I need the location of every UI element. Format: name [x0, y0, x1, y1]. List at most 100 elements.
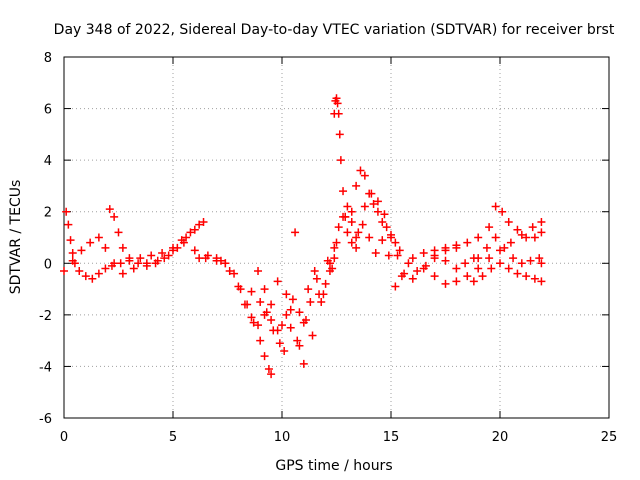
y-tick-label: 8: [44, 51, 52, 66]
data-point: [371, 248, 380, 257]
data-point: [286, 323, 295, 332]
data-point: [430, 272, 439, 281]
data-series: [60, 94, 546, 379]
x-tick-labels: 0 5 10 15 20 25: [60, 430, 617, 445]
data-point: [321, 279, 330, 288]
data-point: [203, 251, 212, 260]
data-point: [352, 233, 361, 242]
series-track-11: [352, 220, 478, 291]
data-point: [537, 259, 546, 268]
data-point: [461, 259, 470, 268]
data-point: [254, 267, 263, 276]
data-point: [68, 256, 77, 265]
data-point: [506, 238, 515, 247]
data-point: [315, 290, 324, 299]
y-tick-labels: -6 -4 -2 0 2 4 6 8: [39, 51, 52, 427]
data-point: [94, 269, 103, 278]
data-point: [142, 261, 151, 270]
data-point: [164, 251, 173, 260]
data-point: [352, 181, 361, 190]
series-track-13: [430, 218, 546, 288]
data-point: [306, 297, 315, 306]
axis-ticks: [63, 56, 610, 419]
data-point: [343, 202, 352, 211]
data-point: [114, 228, 123, 237]
data-point: [173, 243, 182, 252]
data-point: [517, 259, 526, 268]
series-track-5: [216, 254, 339, 368]
data-point: [234, 282, 243, 291]
data-point: [373, 207, 382, 216]
data-point: [190, 225, 199, 234]
data-point: [537, 228, 546, 237]
data-point: [105, 205, 114, 214]
data-point: [88, 274, 97, 283]
x-tick-label: 25: [601, 430, 618, 445]
data-point: [332, 238, 341, 247]
data-point: [347, 218, 356, 227]
data-point: [341, 212, 350, 221]
series-track-9: [325, 166, 404, 268]
data-point: [537, 218, 546, 227]
data-point: [177, 236, 186, 245]
data-point: [421, 261, 430, 270]
data-point: [517, 230, 526, 239]
data-point: [378, 236, 387, 245]
data-point: [441, 279, 450, 288]
x-axis-label: GPS time / hours: [275, 458, 392, 474]
data-point: [278, 321, 286, 330]
data-point: [267, 300, 276, 309]
data-point: [513, 269, 522, 278]
data-point: [221, 259, 230, 268]
data-point: [249, 318, 258, 327]
data-point: [81, 272, 90, 281]
data-point: [267, 316, 276, 325]
data-point: [282, 310, 291, 319]
data-point: [110, 212, 119, 221]
series-track-15: [474, 233, 546, 268]
data-point: [254, 321, 263, 330]
data-point: [498, 207, 507, 216]
data-point: [397, 272, 406, 281]
data-point: [262, 308, 271, 317]
data-point: [491, 202, 500, 211]
data-point: [291, 228, 300, 237]
data-point: [256, 336, 265, 345]
data-point: [335, 130, 344, 139]
data-point: [240, 300, 249, 309]
data-point: [101, 243, 110, 252]
data-point: [496, 246, 504, 255]
data-point: [530, 274, 539, 283]
data-point: [330, 243, 339, 252]
y-axis-label: SDTVAR / TECUs: [8, 180, 24, 295]
data-point: [199, 218, 208, 227]
data-point: [75, 267, 84, 276]
data-point: [118, 243, 127, 252]
data-point: [522, 233, 531, 242]
data-point: [225, 267, 234, 276]
data-point: [308, 331, 317, 340]
data-point: [528, 223, 537, 232]
data-point: [310, 267, 319, 276]
data-point: [413, 267, 422, 276]
data-point: [347, 207, 356, 216]
data-point: [151, 259, 160, 268]
data-point: [186, 228, 195, 237]
data-point: [500, 243, 509, 252]
data-point: [395, 246, 404, 255]
data-point: [474, 264, 483, 273]
y-tick-label: -6: [39, 412, 52, 427]
data-point: [293, 336, 302, 345]
x-tick-label: 0: [60, 430, 68, 445]
data-point: [288, 295, 297, 304]
data-point: [522, 272, 531, 281]
data-point: [275, 339, 284, 348]
data-point: [537, 277, 546, 286]
data-point: [334, 223, 343, 232]
data-point: [354, 228, 363, 237]
y-tick-label: 2: [44, 206, 52, 221]
series-track-7: [256, 264, 337, 350]
y-tick-label: -2: [39, 309, 52, 324]
data-point: [195, 254, 204, 263]
